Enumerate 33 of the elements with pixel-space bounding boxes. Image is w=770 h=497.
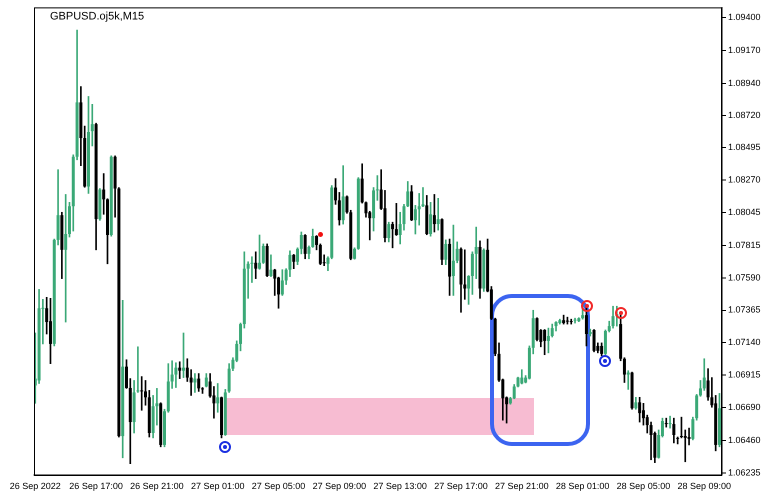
x-tick-label: 26 Sep 2022 <box>10 480 61 491</box>
x-tick-label: 27 Sep 01:00 <box>190 480 244 491</box>
candlestick <box>668 416 672 428</box>
y-tick-label: 1.09170 <box>728 45 761 56</box>
x-tick-label: 28 Sep 01:00 <box>556 480 610 491</box>
x-tick-label: 27 Sep 17:00 <box>434 480 488 491</box>
y-tick-label: 1.08270 <box>728 174 761 185</box>
y-tick-label: 1.07140 <box>728 337 761 348</box>
y-tick-label: 1.08940 <box>728 78 761 88</box>
candlestick <box>566 316 569 324</box>
candlestick <box>574 318 577 324</box>
x-tick-label: 26 Sep 17:00 <box>69 480 123 491</box>
y-tick-label: 1.07590 <box>728 272 761 282</box>
y-tick-label: 1.06915 <box>728 369 761 380</box>
y-tick-label: 1.08720 <box>728 110 761 120</box>
x-tick-label: 27 Sep 05:00 <box>252 480 306 491</box>
y-tick-label: 1.07365 <box>728 304 761 315</box>
x-tick-label: 26 Sep 21:00 <box>130 480 184 491</box>
candlestick <box>182 332 186 378</box>
y-tick-label: 1.06690 <box>728 402 761 412</box>
y-tick-label: 1.06460 <box>728 434 761 445</box>
x-tick-label: 28 Sep 09:00 <box>677 480 732 491</box>
x-tick-label: 28 Sep 05:00 <box>616 480 670 491</box>
y-tick-label: 1.06235 <box>728 467 761 478</box>
candlestick <box>258 234 262 270</box>
x-tick-label: 27 Sep 13:00 <box>373 480 427 491</box>
chart-title: GBPUSD.oj5k,M15 <box>50 10 144 22</box>
y-tick-label: 1.07815 <box>728 240 761 250</box>
x-tick-label: 27 Sep 21:00 <box>495 480 549 491</box>
x-tick-label: 27 Sep 09:00 <box>312 480 366 491</box>
y-tick-label: 1.09400 <box>728 12 761 22</box>
y-tick-label: 1.08495 <box>728 142 761 152</box>
y-tick-label: 1.08045 <box>728 206 761 217</box>
